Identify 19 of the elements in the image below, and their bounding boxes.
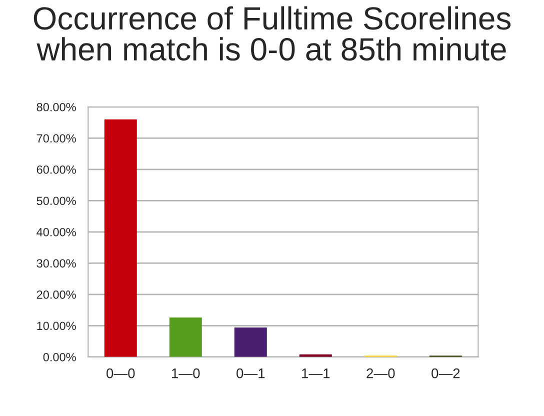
x-tick-label: 0—0 [106, 368, 135, 378]
chart-title: Occurrence of Fulltime Scorelines when match is 0-0 at 85th minute [34, 6, 511, 61]
x-tick-label: 1—1 [302, 368, 330, 378]
y-tick-label: 60.00% [36, 165, 76, 174]
x-tick-label: 0—1 [236, 368, 265, 378]
x-tick-label: 2—0 [366, 368, 395, 378]
y-tick-label: 10.00% [37, 322, 76, 330]
y-tick-label: 40.00% [36, 228, 76, 236]
bar [169, 318, 202, 357]
y-tick-label: 0.00% [43, 352, 76, 362]
x-tick-label: 1—0 [172, 368, 200, 378]
bar [104, 119, 137, 357]
y-tick-label: 20.00% [36, 290, 76, 299]
y-tick-label: 50.00% [36, 196, 76, 206]
y-tick-label: 80.00% [36, 102, 76, 112]
bar [234, 328, 267, 357]
y-tick-label: 70.00% [36, 134, 76, 143]
y-tick-label: 30.00% [36, 259, 76, 268]
x-tick-label: 0—2 [432, 368, 460, 378]
